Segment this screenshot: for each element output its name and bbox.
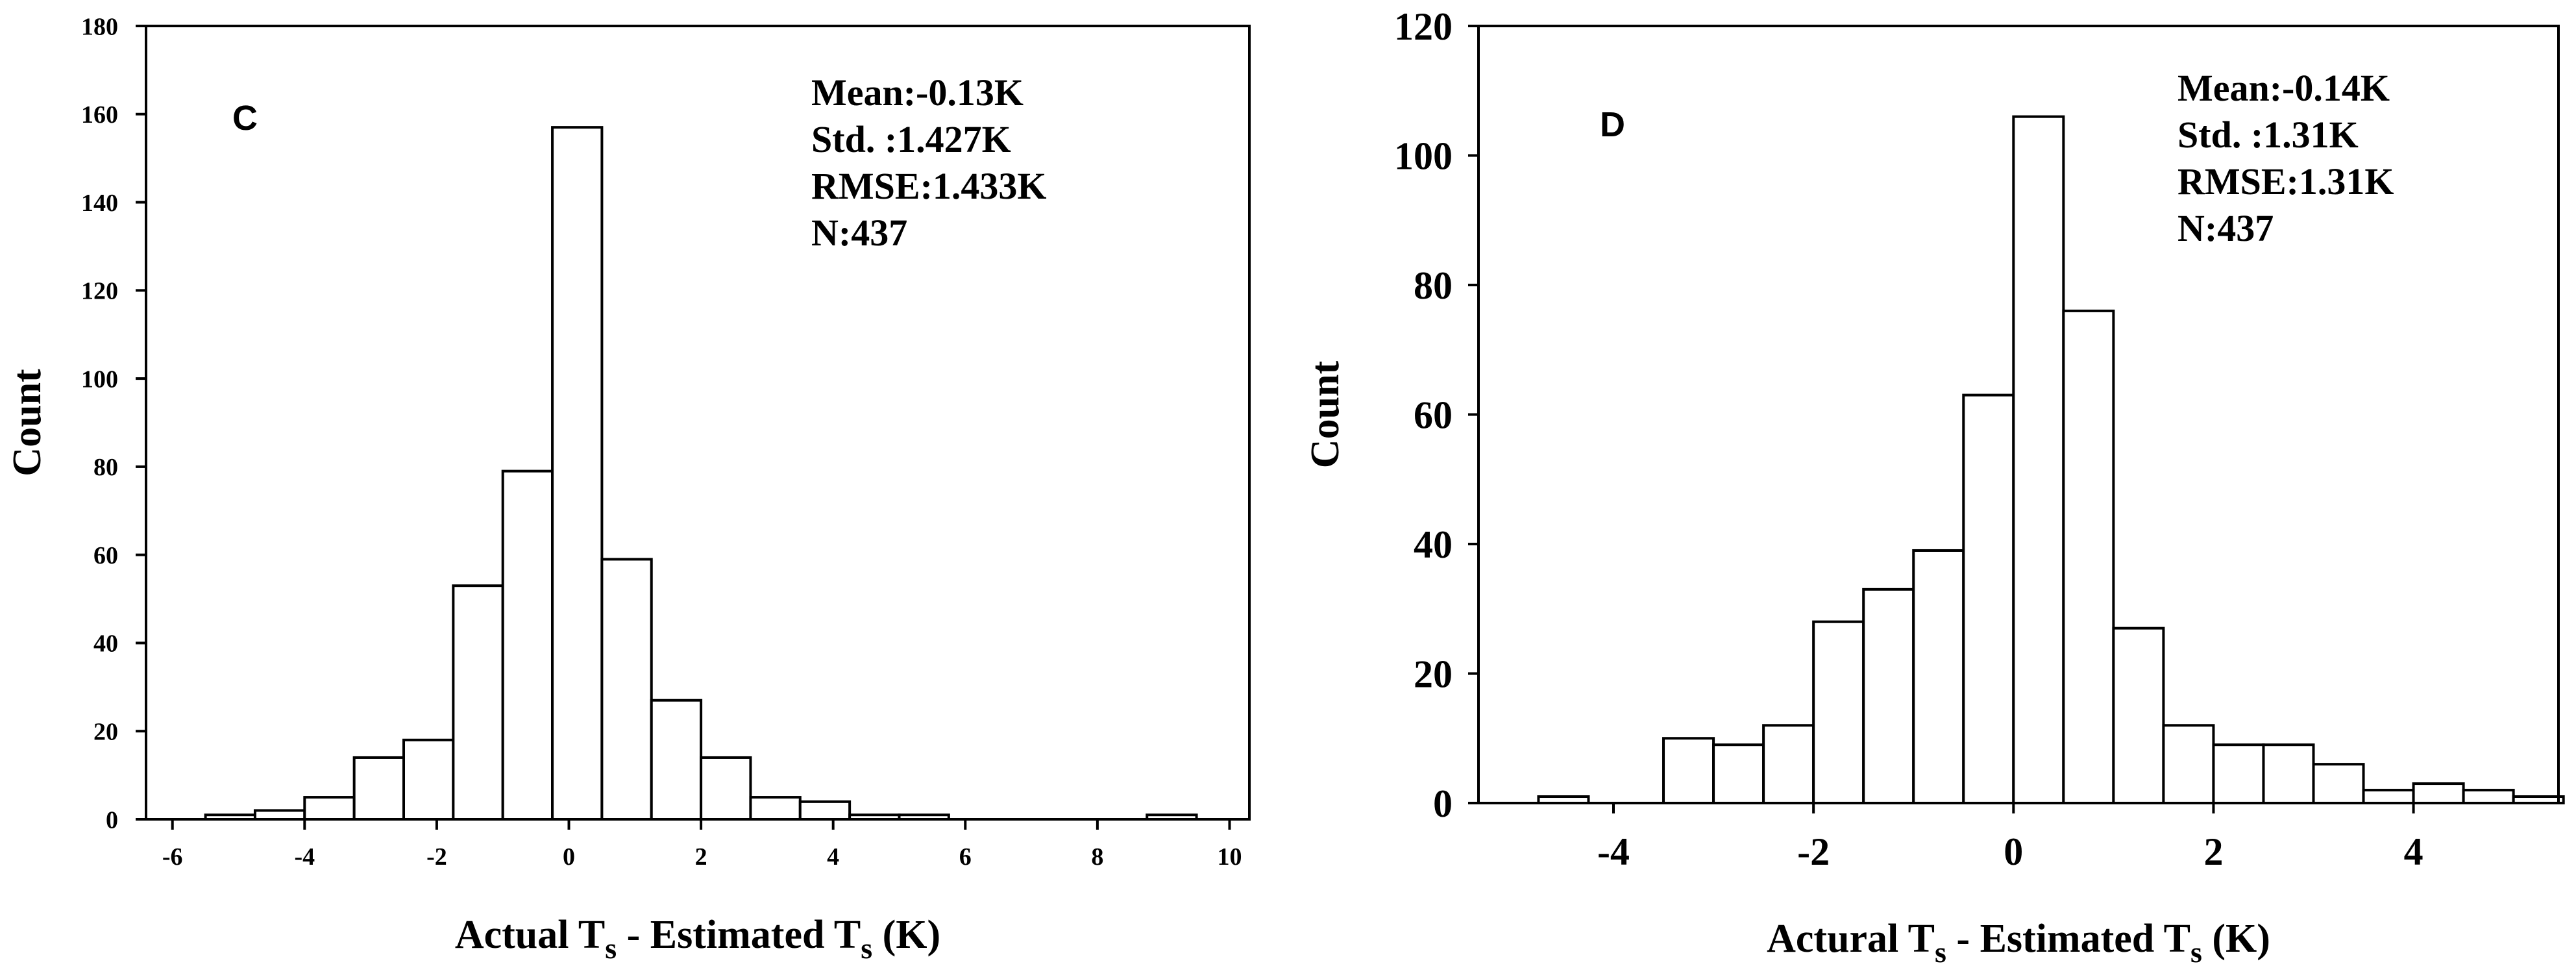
x-tick-label: 2 bbox=[2203, 830, 2223, 873]
y-axis-label: Count bbox=[1303, 360, 1347, 468]
histogram-bar bbox=[1862, 588, 1915, 804]
y-tick-label: 120 bbox=[1394, 5, 1453, 48]
plot-frame bbox=[145, 25, 1251, 821]
histogram-bar bbox=[452, 584, 504, 821]
y-tick-label: 40 bbox=[93, 630, 118, 658]
x-axis-label: Actual Ts - Estimated Ts (K) bbox=[455, 913, 940, 965]
stats-annotation: Std. :1.427K bbox=[811, 118, 1011, 160]
histogram-bar bbox=[352, 756, 406, 821]
stats-annotation: RMSE:1.31K bbox=[2177, 160, 2394, 203]
y-tick-label: 80 bbox=[1414, 264, 1453, 307]
histogram-bar bbox=[2062, 309, 2115, 804]
x-tick-label: 0 bbox=[2004, 830, 2023, 873]
histogram-bar bbox=[1912, 549, 1965, 804]
histogram-bar bbox=[1712, 743, 1765, 804]
histogram-bar bbox=[600, 558, 653, 821]
histogram-bar bbox=[2412, 782, 2465, 804]
x-tick-label: -4 bbox=[1597, 830, 1630, 873]
y-tick-label: 40 bbox=[1414, 523, 1453, 566]
histogram-bar bbox=[749, 796, 802, 821]
histogram-bar bbox=[2012, 115, 2065, 804]
histogram-bar bbox=[1962, 393, 2015, 804]
histogram-bar bbox=[2262, 743, 2315, 804]
x-tick-label: -4 bbox=[294, 843, 315, 871]
x-tick-label: 8 bbox=[1091, 843, 1103, 871]
histogram-bar bbox=[2462, 789, 2515, 805]
histogram-panel-c: -6 -4 -2 0 2 4 6 8 10020406080100120140160180Act… bbox=[5, 13, 1251, 965]
y-tick-label: 60 bbox=[1414, 394, 1453, 437]
stats-annotation: N:437 bbox=[2177, 207, 2274, 249]
histogram-bar bbox=[1662, 737, 1715, 804]
panel-letter: C bbox=[232, 99, 258, 138]
y-tick-label: 0 bbox=[1433, 782, 1453, 825]
x-tick-label: -2 bbox=[426, 843, 447, 871]
y-tick-label: 60 bbox=[93, 542, 118, 569]
y-tick-label: 100 bbox=[1394, 135, 1453, 178]
histogram-bar bbox=[798, 800, 852, 821]
panel-letter: D bbox=[1600, 105, 1625, 144]
x-tick-label: 6 bbox=[959, 843, 972, 871]
y-tick-label: 120 bbox=[81, 278, 118, 305]
x-tick-label: -6 bbox=[162, 843, 183, 871]
y-tick-label: 180 bbox=[81, 13, 118, 40]
stats-annotation: Mean:-0.14K bbox=[2177, 67, 2390, 109]
x-axis-label: Actural Ts - Estimated Ts (K) bbox=[1767, 917, 2270, 969]
y-axis-label: Count bbox=[5, 369, 49, 477]
histogram-bar bbox=[700, 756, 752, 821]
histogram-bar bbox=[303, 796, 356, 821]
stats-annotation: N:437 bbox=[811, 212, 907, 254]
x-tick-label: 0 bbox=[563, 843, 575, 871]
histogram-bar bbox=[2362, 789, 2415, 805]
histogram-bar bbox=[2112, 626, 2165, 804]
x-tick-label: 4 bbox=[827, 843, 839, 871]
x-tick-label: 2 bbox=[695, 843, 707, 871]
histogram-bar bbox=[2162, 724, 2215, 805]
histogram-bar bbox=[2212, 743, 2265, 804]
histogram-bar bbox=[1812, 620, 1865, 804]
y-tick-label: 100 bbox=[81, 366, 118, 393]
stats-annotation: Mean:-0.13K bbox=[811, 71, 1024, 114]
histogram-bar bbox=[253, 809, 306, 821]
histogram-bar bbox=[501, 469, 554, 821]
y-tick-label: 160 bbox=[81, 101, 118, 129]
y-tick-label: 0 bbox=[106, 806, 118, 834]
y-tick-label: 20 bbox=[93, 719, 118, 746]
x-tick-label: -2 bbox=[1797, 830, 1830, 873]
y-tick-label: 140 bbox=[81, 190, 118, 217]
stats-annotation: RMSE:1.433K bbox=[811, 165, 1047, 207]
histogram-bar bbox=[402, 738, 455, 821]
histogram-bar bbox=[551, 126, 604, 821]
histogram-bar bbox=[2312, 763, 2365, 805]
x-tick-label: 4 bbox=[2404, 830, 2423, 873]
histogram-bar bbox=[650, 699, 703, 821]
y-tick-label: 80 bbox=[93, 454, 118, 481]
x-tick-label: 10 bbox=[1217, 843, 1242, 871]
histogram-bar bbox=[1762, 724, 1815, 805]
y-tick-label: 20 bbox=[1414, 653, 1453, 696]
stats-annotation: Std. :1.31K bbox=[2177, 114, 2359, 156]
